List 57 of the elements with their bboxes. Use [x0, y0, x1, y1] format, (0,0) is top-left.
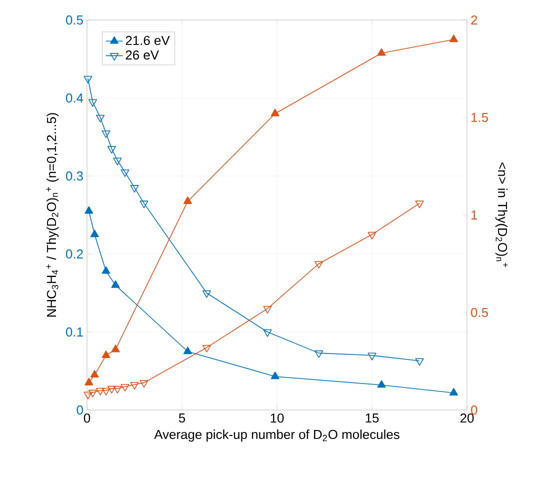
point [107, 386, 116, 394]
y-tick-label: 0.4 [66, 93, 84, 103]
point [183, 346, 192, 354]
point [183, 196, 192, 204]
point [130, 382, 139, 390]
legend-label: 26 eV [126, 50, 159, 60]
point [107, 146, 116, 154]
y2-tick-label: 2 [471, 15, 478, 25]
point [368, 232, 376, 240]
point [270, 372, 280, 380]
point [120, 169, 130, 177]
point [202, 290, 211, 298]
point [96, 114, 105, 122]
point [415, 200, 424, 208]
point [263, 306, 272, 314]
point [90, 230, 99, 238]
point [449, 34, 458, 42]
legend-label: 21.6 eV [126, 36, 170, 46]
point [140, 200, 148, 208]
point [88, 390, 97, 398]
point [84, 76, 92, 84]
point [113, 158, 122, 166]
point [449, 388, 458, 396]
y2-tick-label: 0 [471, 405, 478, 415]
point [84, 392, 92, 400]
point [377, 48, 386, 56]
point [113, 386, 122, 394]
point [314, 261, 324, 269]
point [202, 344, 211, 352]
y-tick-label: 0.3 [66, 171, 83, 181]
x-tick-label: 15 [366, 414, 379, 423]
y2-tick-label: 0.5 [471, 308, 488, 318]
point [120, 384, 130, 392]
y-tick-label: 0.1 [66, 327, 83, 337]
y2-tick-label: 1.5 [472, 112, 488, 122]
y-tick-label: 0 [76, 405, 83, 415]
point [96, 388, 105, 396]
point [102, 388, 110, 396]
x-tick-label: 5 [178, 414, 186, 423]
x-tick-label: 10 [270, 414, 284, 423]
text: NHC$_{3}$H$_{4}$$^{+}$ / Thy(D$_{2}$O)$_{n}$$^{+}$ (n=0,1,2...5) [46, 113, 59, 317]
x-tick-label: 0 [84, 414, 90, 423]
y-tick-label: 0.2 [66, 249, 83, 259]
y-tick-label: 0.5 [66, 15, 83, 25]
point [130, 185, 139, 193]
point [111, 280, 120, 288]
point [102, 130, 110, 138]
point [88, 99, 97, 107]
y2-axis-title: <n> in Thy(D$_{2}$O)$_{n}$+ [495, 162, 508, 268]
x-tick-label: 20 [460, 414, 474, 423]
point [270, 108, 280, 116]
point [102, 266, 110, 274]
point [140, 380, 148, 388]
point [377, 380, 386, 388]
point [84, 206, 94, 214]
y2-tick-label: 1 [472, 210, 478, 220]
x-axis-title: Average pick-up number of D$_{2}$O molecules [154, 430, 400, 442]
